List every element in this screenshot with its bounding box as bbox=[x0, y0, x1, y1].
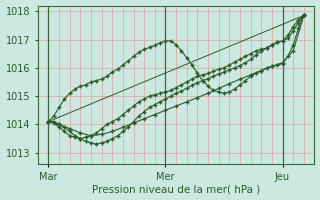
X-axis label: Pression niveau de la mer( hPa ): Pression niveau de la mer( hPa ) bbox=[92, 184, 260, 194]
